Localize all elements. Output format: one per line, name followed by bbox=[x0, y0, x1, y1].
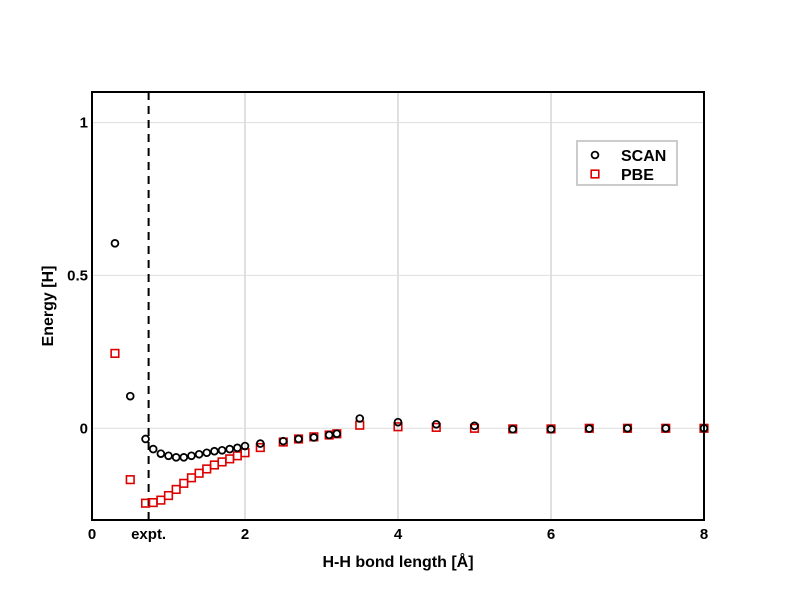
legend-marker-scan bbox=[590, 150, 600, 160]
scan-point bbox=[187, 451, 196, 461]
x-tick-label: 8 bbox=[700, 526, 708, 543]
expt-label: expt. bbox=[131, 526, 166, 543]
scan-point bbox=[324, 430, 334, 440]
x-tick-label: 2 bbox=[241, 526, 249, 543]
scan-point bbox=[546, 424, 556, 434]
y-axis-label: Energy [H] bbox=[40, 266, 57, 347]
grid-lines bbox=[92, 92, 704, 520]
y-tick-label: 1 bbox=[80, 115, 88, 132]
y-tick-label: 0 bbox=[80, 420, 88, 437]
scan-point bbox=[225, 444, 235, 454]
scan-point bbox=[164, 451, 173, 461]
scan-point bbox=[148, 444, 158, 454]
legend-label-scan: SCAN bbox=[621, 148, 666, 165]
scan-point bbox=[210, 446, 219, 456]
pbe-point bbox=[179, 478, 189, 488]
scan-point bbox=[623, 423, 632, 433]
scan-point bbox=[240, 441, 250, 451]
scan-point bbox=[110, 239, 120, 248]
scan-point bbox=[661, 423, 671, 433]
scan-point bbox=[431, 420, 441, 429]
scan-point bbox=[233, 443, 242, 453]
scan-point bbox=[355, 414, 365, 423]
pbe-point bbox=[393, 422, 403, 432]
legend: SCAN PBE bbox=[576, 140, 678, 186]
scan-point bbox=[508, 424, 518, 434]
legend-label-pbe: PBE bbox=[621, 167, 654, 184]
pbe-point bbox=[125, 475, 135, 485]
scan-point bbox=[332, 429, 342, 439]
x-tick-label: 6 bbox=[547, 526, 555, 543]
pbe-point bbox=[469, 423, 480, 433]
pbe-point bbox=[163, 490, 174, 501]
pbe-point bbox=[110, 348, 120, 358]
scan-point bbox=[393, 417, 403, 427]
scan-point bbox=[217, 445, 227, 455]
pbe-point bbox=[431, 422, 441, 432]
scan-point bbox=[470, 421, 479, 431]
scan-point bbox=[179, 453, 189, 462]
pbe-point bbox=[255, 442, 265, 453]
scan-point bbox=[255, 439, 265, 448]
scan-point bbox=[194, 449, 204, 459]
scan-point bbox=[278, 436, 288, 446]
x-tick-label: 0 bbox=[88, 526, 96, 543]
scan-point bbox=[202, 448, 212, 458]
y-tick-label: 0.5 bbox=[67, 267, 88, 284]
pbe-point bbox=[171, 484, 181, 495]
x-axis-label: H-H bond length [Å] bbox=[322, 552, 473, 571]
legend-marker-pbe bbox=[590, 169, 600, 179]
plot-frame bbox=[91, 91, 705, 521]
scan-point bbox=[141, 434, 150, 444]
tick-labels: 0 2 4 6 8 0 0.5 1 expt. bbox=[67, 115, 708, 543]
scan-point bbox=[294, 434, 303, 444]
scan-point bbox=[125, 391, 135, 401]
scan-point bbox=[156, 449, 166, 458]
scan-point bbox=[309, 433, 319, 442]
x-tick-label: 4 bbox=[394, 526, 403, 543]
scan-point bbox=[584, 424, 594, 433]
